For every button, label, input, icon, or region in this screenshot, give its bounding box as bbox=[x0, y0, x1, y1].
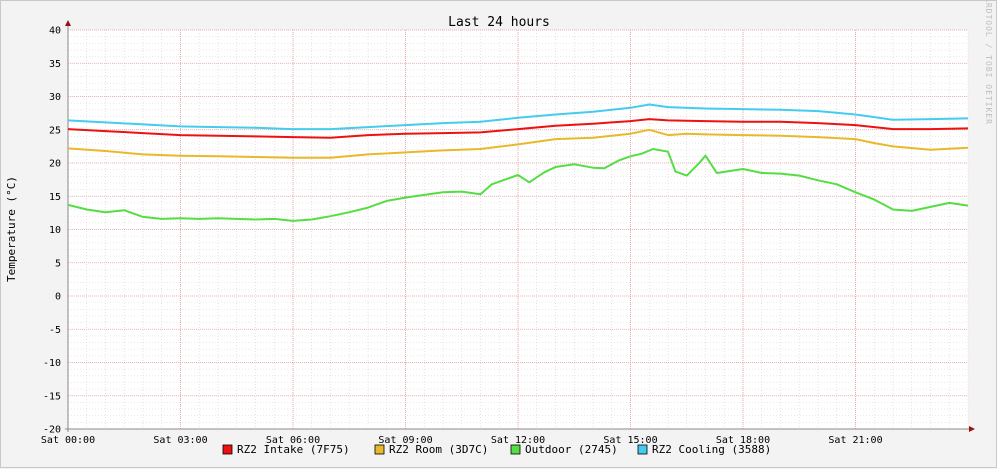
y-tick-labels: 40 35 30 25 20 15 10 5 0 -5 -10 -15 -20 bbox=[43, 26, 61, 436]
legend-swatch bbox=[222, 444, 233, 455]
x-tick-label: Sat 18:00 bbox=[716, 435, 770, 446]
x-axis-arrow bbox=[969, 426, 975, 432]
series-line-3 bbox=[67, 103, 969, 131]
y-tick-label: 30 bbox=[49, 92, 61, 103]
y-tick-label: 35 bbox=[49, 59, 61, 70]
y-tick-label: 15 bbox=[49, 192, 61, 203]
rrdtool-watermark: RRDTOOL / TOBI OETIKER bbox=[984, 1, 993, 125]
series-line-0 bbox=[67, 118, 969, 139]
x-tick-label: Sat 21:00 bbox=[828, 435, 882, 446]
x-tick-label: Sat 09:00 bbox=[378, 435, 432, 446]
y-tick-label: 40 bbox=[49, 26, 61, 37]
y-tick-label: 0 bbox=[55, 292, 61, 303]
legend-label: Outdoor (2745) bbox=[525, 443, 618, 456]
y-tick-label: -20 bbox=[43, 425, 61, 436]
legend: RZ2 Intake (7F75) RZ2 Room (3D7C) Outdoor … bbox=[222, 443, 771, 456]
y-tick-label: -10 bbox=[43, 358, 61, 369]
x-tick-label: Sat 00:00 bbox=[41, 435, 95, 446]
x-tick-label: Sat 15:00 bbox=[603, 435, 657, 446]
legend-label: RZ2 Room (3D7C) bbox=[389, 443, 488, 456]
y-tick-label: 5 bbox=[55, 258, 61, 269]
axes bbox=[65, 20, 975, 432]
y-tick-label: -15 bbox=[43, 391, 61, 402]
x-tick-label: Sat 06:00 bbox=[266, 435, 320, 446]
legend-swatch bbox=[510, 444, 521, 455]
y-axis-arrow bbox=[65, 20, 71, 26]
chart-title: Last 24 hours bbox=[448, 15, 550, 30]
y-tick-label: 20 bbox=[49, 159, 61, 170]
grid-lines bbox=[67, 29, 969, 430]
series-lines bbox=[67, 103, 969, 222]
series-line-2 bbox=[67, 148, 969, 222]
y-tick-label: 25 bbox=[49, 125, 61, 136]
legend-swatch bbox=[374, 444, 385, 455]
y-tick-label: 10 bbox=[49, 225, 61, 236]
x-tick-labels: Sat 00:00 Sat 03:00 Sat 06:00 Sat 09:00 Sat … bbox=[41, 435, 883, 446]
y-tick-label: -5 bbox=[49, 325, 61, 336]
x-tick-label: Sat 03:00 bbox=[153, 435, 207, 446]
y-axis-label: Temperature (°C) bbox=[5, 176, 18, 282]
legend-label: RZ2 Intake (7F75) bbox=[237, 443, 350, 456]
series-line-1 bbox=[67, 128, 969, 159]
legend-label: RZ2 Cooling (3588) bbox=[652, 443, 771, 456]
legend-swatch bbox=[637, 444, 648, 455]
x-tick-label: Sat 12:00 bbox=[491, 435, 545, 446]
